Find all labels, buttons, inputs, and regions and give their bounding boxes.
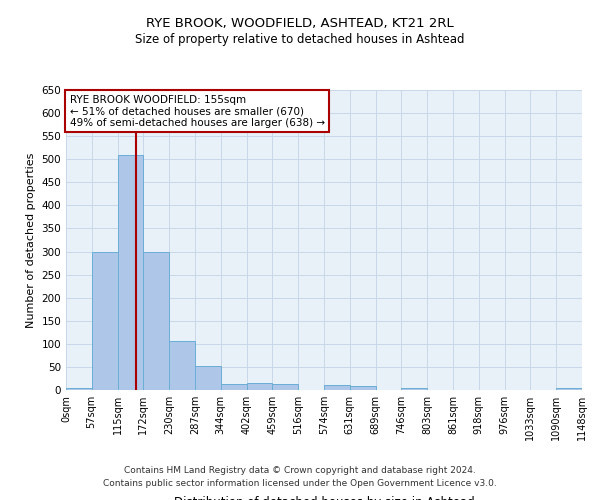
Bar bbox=[143, 252, 169, 390]
Bar bbox=[350, 386, 376, 390]
Bar bbox=[324, 386, 350, 390]
Bar bbox=[247, 383, 272, 390]
Bar bbox=[169, 340, 195, 390]
Text: RYE BROOK, WOODFIELD, ASHTEAD, KT21 2RL: RYE BROOK, WOODFIELD, ASHTEAD, KT21 2RL bbox=[146, 18, 454, 30]
Text: Contains HM Land Registry data © Crown copyright and database right 2024.
Contai: Contains HM Land Registry data © Crown c… bbox=[103, 466, 497, 487]
Y-axis label: Number of detached properties: Number of detached properties bbox=[26, 152, 36, 328]
Bar bbox=[401, 388, 427, 390]
Bar bbox=[556, 388, 582, 390]
Bar bbox=[272, 384, 298, 390]
Bar bbox=[221, 384, 247, 390]
Bar bbox=[195, 366, 221, 390]
Bar bbox=[66, 388, 92, 390]
Text: Size of property relative to detached houses in Ashtead: Size of property relative to detached ho… bbox=[135, 32, 465, 46]
Bar bbox=[92, 252, 118, 390]
Bar bbox=[118, 154, 143, 390]
X-axis label: Distribution of detached houses by size in Ashtead: Distribution of detached houses by size … bbox=[173, 496, 475, 500]
Text: RYE BROOK WOODFIELD: 155sqm
← 51% of detached houses are smaller (670)
49% of se: RYE BROOK WOODFIELD: 155sqm ← 51% of det… bbox=[70, 94, 325, 128]
